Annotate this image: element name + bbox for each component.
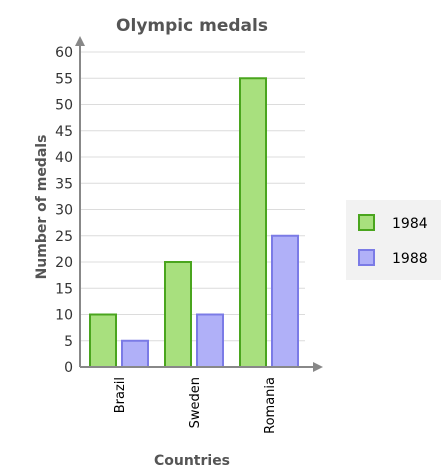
x-axis-title: Countries (154, 453, 230, 469)
y-tick-label: 15 (55, 281, 73, 297)
legend-label-1984: 1984 (392, 216, 428, 232)
y-tick-label: 25 (55, 229, 73, 245)
y-tick-label: 20 (55, 255, 73, 271)
y-tick-label: 45 (55, 124, 73, 140)
x-category-labels: Brazil Sweden Romania (113, 377, 278, 434)
y-tick-labels: 0 5 10 15 20 25 30 35 40 45 50 55 60 (55, 45, 73, 376)
x-tick-label: Sweden (188, 377, 203, 428)
bar-brazil-1984 (89, 313, 117, 368)
y-tick-label: 5 (64, 334, 73, 350)
x-tick-label: Brazil (113, 377, 128, 413)
y-tick-label: 30 (55, 203, 73, 219)
y-axis-title: Number of medals (34, 135, 50, 280)
y-tick-label: 10 (55, 308, 73, 324)
legend-background (346, 200, 441, 280)
y-axis-arrow (75, 36, 85, 46)
y-tick-label: 50 (55, 98, 73, 114)
bars (89, 77, 299, 368)
bar-brazil-1988 (121, 339, 149, 368)
legend-label-1988: 1988 (392, 251, 428, 267)
bar-romania-1984 (239, 77, 267, 368)
legend-swatch-1988 (358, 249, 375, 266)
y-tick-label: 60 (55, 45, 73, 61)
y-tick-label: 0 (64, 360, 73, 376)
bar-sweden-1984 (164, 261, 192, 368)
x-tick-label: Romania (263, 377, 278, 434)
y-tick-label: 40 (55, 150, 73, 166)
bar-romania-1988 (271, 234, 299, 368)
axes (75, 36, 323, 372)
x-axis-arrow (313, 362, 323, 372)
y-tick-label: 35 (55, 176, 73, 192)
chart-title: Olympic medals (116, 16, 268, 36)
y-tick-label: 55 (55, 71, 73, 87)
bar-sweden-1988 (196, 313, 224, 368)
legend-swatch-1984 (358, 214, 375, 231)
grid (80, 51, 305, 342)
legend: 1984 1988 (346, 200, 441, 280)
